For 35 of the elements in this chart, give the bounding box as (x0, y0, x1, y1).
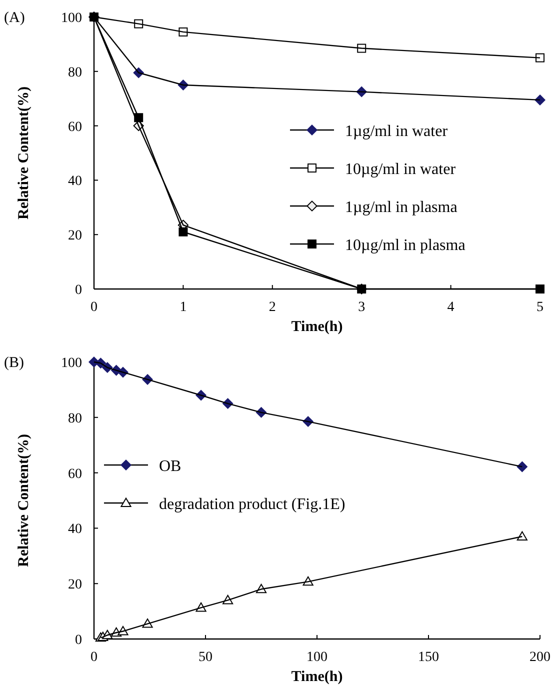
legend-label: 10µg/ml in plasma (345, 237, 466, 254)
x-tick-label: 1 (180, 300, 187, 315)
x-tick-label: 100 (306, 650, 328, 665)
y-tick-label: 80 (68, 411, 82, 426)
x-tick-label: 0 (90, 650, 98, 665)
x-tick-label: 4 (447, 300, 454, 315)
chart-title: (A) (4, 10, 25, 26)
legend-label: 1µg/ml in plasma (345, 199, 458, 216)
y-tick-label: 60 (68, 120, 82, 135)
y-tick-label: 20 (68, 228, 82, 244)
x-tick-label: 5 (536, 300, 544, 315)
y-tick-label: 20 (68, 578, 82, 593)
y-tick-label: 40 (68, 522, 82, 538)
y-tick-label: 0 (75, 283, 82, 298)
legend-label: 10µg/ml in water (345, 161, 456, 178)
y-axis-title: Relative Content(%) (16, 434, 32, 567)
x-tick-label: 2 (268, 300, 276, 315)
y-tick-label: 0 (75, 633, 82, 648)
legend-label: 1µg/ml in water (345, 123, 448, 140)
chart-title: (B) (4, 355, 24, 371)
y-tick-label: 40 (68, 174, 82, 190)
legend-label: degradation product (Fig.1E) (159, 496, 346, 513)
y-tick-label: 60 (68, 466, 82, 482)
x-tick-label: 0 (90, 300, 98, 315)
x-tick-label: 200 (530, 650, 550, 665)
x-tick-label: 3 (358, 300, 366, 315)
x-axis-title: Time(h) (291, 319, 343, 335)
x-tick-label: 150 (418, 650, 439, 665)
x-axis-title: Time(h) (291, 669, 343, 685)
y-tick-label: 100 (61, 356, 82, 371)
y-tick-label: 100 (61, 11, 82, 26)
legend-label: OB (159, 458, 182, 475)
y-tick-label: 80 (68, 65, 82, 80)
y-axis-title: Relative Content(%) (16, 86, 32, 220)
x-tick-label: 50 (198, 650, 212, 665)
